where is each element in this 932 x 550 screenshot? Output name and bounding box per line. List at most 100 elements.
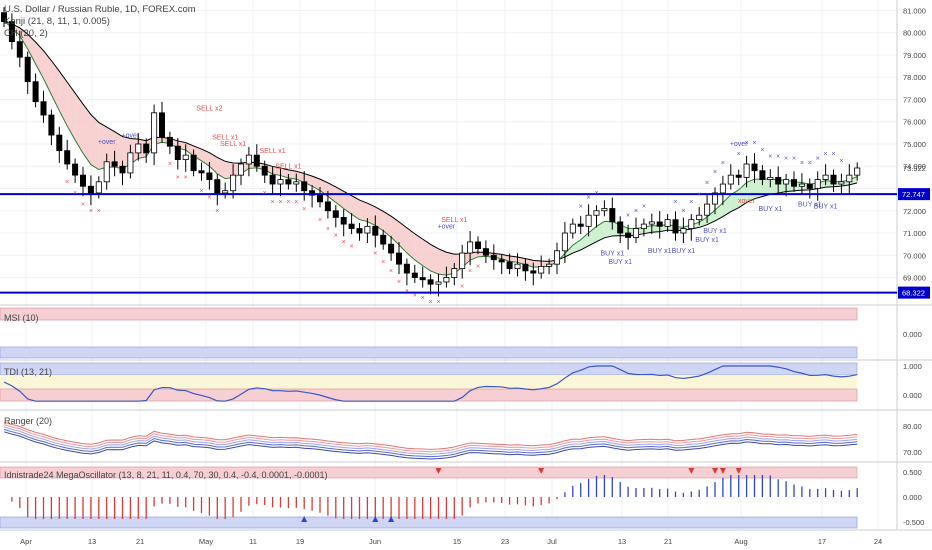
candle-body xyxy=(190,154,197,172)
candle-body xyxy=(798,183,805,187)
buy-signal-label: BUY x1 xyxy=(600,250,624,257)
buy-x-marker: × xyxy=(792,156,796,163)
candle-body xyxy=(767,176,774,180)
price-tag-last: 73.922 xyxy=(903,164,926,173)
cloud-segment xyxy=(604,221,613,238)
candle-body xyxy=(759,170,766,180)
candle-body xyxy=(95,181,102,194)
sub-axis-label: 0.000 xyxy=(903,330,922,339)
tdi-upper-band xyxy=(0,362,858,376)
cloud-segment xyxy=(225,161,234,179)
over-signal-label: +over xyxy=(730,141,748,148)
candle-body xyxy=(704,203,711,216)
tdi-lower-band xyxy=(0,388,858,402)
buy-signal-label: BUY x1 xyxy=(814,204,838,211)
sell-x-marker: × xyxy=(184,175,188,182)
buy-signal-label: BUY x1 xyxy=(798,201,822,208)
ranger-line xyxy=(3,428,858,458)
over-signal-label: +over xyxy=(98,139,116,146)
sell-x-marker: × xyxy=(271,199,275,206)
buy-x-marker: × xyxy=(784,156,788,163)
msi-pane xyxy=(0,307,858,359)
ranger-line xyxy=(3,431,858,460)
cloud-segment xyxy=(430,244,439,275)
cloud-segment xyxy=(359,200,368,222)
candle-body xyxy=(174,145,181,160)
buy-triangle xyxy=(301,516,308,522)
cloud-segment xyxy=(27,34,36,65)
cloud-segment xyxy=(509,256,518,263)
candle-body xyxy=(561,232,568,252)
buy-x-marker: × xyxy=(579,204,583,211)
candle-body xyxy=(830,174,837,185)
buy-signal-label: BUY x1 xyxy=(608,259,632,266)
candle-body xyxy=(719,183,726,194)
sell-x-marker: × xyxy=(318,217,322,224)
candle-body xyxy=(585,214,592,227)
sell-signal-label: SELL x1 xyxy=(212,135,238,142)
msi-lower-band xyxy=(0,346,858,359)
grid-lines xyxy=(0,0,932,531)
cloud-segment xyxy=(651,225,660,233)
cloud-segment xyxy=(707,210,715,225)
buy-x-marker: × xyxy=(587,195,591,202)
cloud-segment xyxy=(422,239,431,271)
candle-body xyxy=(617,221,624,234)
xover-signal-label: xover xyxy=(738,198,756,205)
price-tick-label: 78.000 xyxy=(903,73,926,82)
sell-x-marker: × xyxy=(278,199,282,206)
cloud-segment xyxy=(43,50,52,95)
candle-body xyxy=(791,179,798,187)
buy-x-marker: × xyxy=(760,147,764,154)
cloud-segment xyxy=(383,211,392,238)
sell-x-marker: × xyxy=(476,264,480,271)
candle-body xyxy=(569,223,576,234)
chart-title: U.S. Dollar / Russian Ruble, 1D, FOREX.c… xyxy=(4,4,196,15)
candle-body xyxy=(522,263,529,272)
candle-body xyxy=(727,174,734,185)
ranger-line xyxy=(3,426,858,455)
cloud-segment xyxy=(114,131,123,169)
buy-x-marker: × xyxy=(824,151,828,158)
cloud-segment xyxy=(596,221,605,242)
candle-body xyxy=(261,165,268,176)
msi-pane-label: MSI (10) xyxy=(4,313,39,323)
candle-body xyxy=(269,174,276,185)
candle-body xyxy=(530,270,537,274)
buy-x-marker: × xyxy=(681,208,685,215)
candle-body xyxy=(514,263,521,270)
msi-upper-band xyxy=(0,307,858,321)
price-tick-label: 72.000 xyxy=(903,207,926,216)
sell-x-marker: × xyxy=(460,284,464,291)
candle-body xyxy=(135,143,142,154)
buy-x-marker: × xyxy=(831,151,835,158)
candle-body xyxy=(506,261,513,270)
candle-body xyxy=(119,165,126,174)
price-tag-upper-bg xyxy=(898,188,930,201)
candle-body xyxy=(712,192,719,205)
time-axis: Apr 13 21 May 11 19 Jun 15 23 Jul 13 21 Aug 17 24 xyxy=(20,537,882,546)
candle-body xyxy=(451,268,458,278)
cloud-segment xyxy=(399,221,407,253)
cloud-segment xyxy=(533,260,542,268)
sell-signal-label: SELL x2 xyxy=(196,106,222,113)
time-tick-label: 13 xyxy=(618,537,626,546)
indicator-kenji-label: Kenji (21, 8, 11, 1, 0.005) xyxy=(4,16,110,27)
buy-signal-label: BUY x1 xyxy=(695,237,719,244)
sell-x-marker: × xyxy=(97,208,101,215)
ranger-line xyxy=(3,424,858,453)
candle-body xyxy=(158,112,165,138)
cloud-segment xyxy=(98,122,107,170)
sell-x-marker: × xyxy=(294,199,298,206)
buy-x-marker: × xyxy=(642,204,646,211)
candle-body xyxy=(206,172,213,180)
candle-body xyxy=(388,243,395,254)
over-signal-label: +over xyxy=(438,224,456,231)
cloud-segment xyxy=(849,176,858,185)
price-tick-label: 76.000 xyxy=(903,118,926,127)
cloud-segment xyxy=(367,203,376,226)
sell-x-marker: × xyxy=(334,232,338,239)
price-tag-upper: 72.747 xyxy=(902,190,925,199)
cloud-segment xyxy=(715,202,723,221)
candle-body xyxy=(143,143,150,154)
